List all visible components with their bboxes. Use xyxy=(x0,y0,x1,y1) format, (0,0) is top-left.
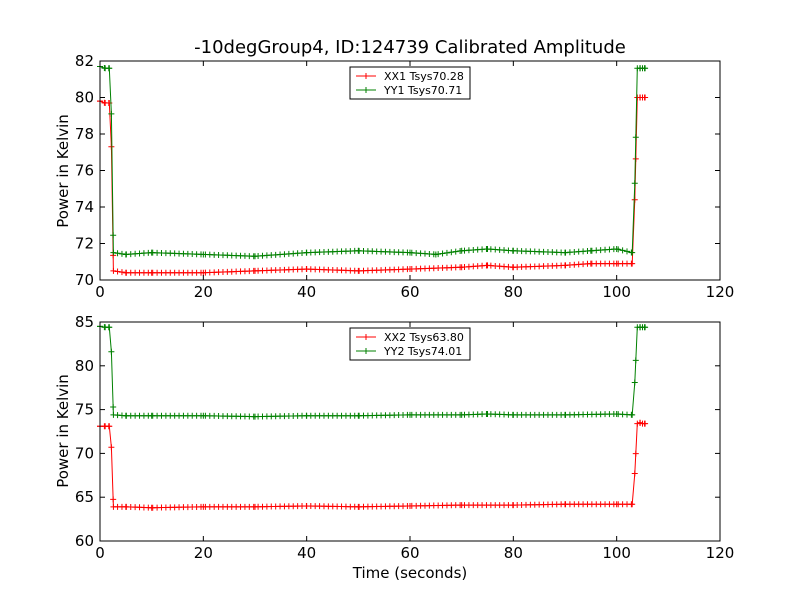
data-marker xyxy=(435,251,442,258)
legend-label: XX1 Tsys70.28 xyxy=(384,70,464,83)
legend-box xyxy=(349,66,471,100)
legend-label: YY2 Tsys74.01 xyxy=(383,345,462,358)
x-tick-label: 60 xyxy=(400,544,419,562)
data-marker xyxy=(632,134,639,141)
y-tick-label: 70 xyxy=(75,444,94,462)
series-markers xyxy=(97,94,649,276)
data-marker xyxy=(615,246,622,253)
y-tick-label: 75 xyxy=(75,401,94,419)
data-marker xyxy=(118,269,125,276)
top-y-axis-label: Power in Kelvin xyxy=(54,114,72,228)
data-marker xyxy=(619,247,626,254)
y-tick-label: 76 xyxy=(75,162,94,180)
data-marker xyxy=(628,501,635,508)
series-markers xyxy=(97,323,649,420)
x-tick-label: 20 xyxy=(194,544,213,562)
legend-marker xyxy=(363,334,369,340)
data-marker xyxy=(624,248,630,255)
data-marker xyxy=(105,423,112,430)
data-marker xyxy=(641,324,648,331)
data-marker xyxy=(637,419,644,426)
data-marker xyxy=(110,249,117,256)
bottom-y-axis-label: Power in Kelvin xyxy=(54,374,72,488)
x-tick-label: 120 xyxy=(706,544,735,562)
legend-marker xyxy=(363,73,369,79)
series-line xyxy=(100,422,646,509)
data-marker xyxy=(114,250,121,257)
data-marker xyxy=(641,94,648,101)
legend-marker xyxy=(363,348,369,354)
data-marker xyxy=(641,65,648,72)
y-tick-label: 80 xyxy=(75,357,94,375)
data-marker xyxy=(108,444,115,451)
top-subplot: 0 20 40 60 80 100 120 70 72 74 76 78 80 82 XX1 Tsys70.… xyxy=(75,52,734,301)
data-marker xyxy=(632,357,639,364)
series-0-0 xyxy=(97,94,649,276)
data-marker xyxy=(634,420,641,427)
series-markers xyxy=(97,419,649,511)
x-tick-label: 0 xyxy=(95,283,105,301)
x-tick-label: 80 xyxy=(504,544,523,562)
data-marker xyxy=(110,403,117,410)
legend-label: YY1 Tsys70.71 xyxy=(383,84,462,97)
data-marker xyxy=(108,348,115,355)
x-axis-label: Time (seconds) xyxy=(352,564,468,582)
y-tick-label: 60 xyxy=(75,532,94,550)
y-tick-label: 65 xyxy=(75,488,94,506)
data-marker xyxy=(631,379,638,386)
legend-label: XX2 Tsys63.80 xyxy=(384,331,464,344)
x-tick-label: 100 xyxy=(602,544,631,562)
data-marker xyxy=(110,267,117,274)
data-marker xyxy=(118,250,125,257)
data-marker xyxy=(631,470,638,477)
x-tick-label: 60 xyxy=(400,283,419,301)
data-marker xyxy=(110,496,117,503)
x-tick-label: 100 xyxy=(602,283,631,301)
x-tick-label: 40 xyxy=(297,544,316,562)
data-marker xyxy=(641,420,648,427)
data-marker xyxy=(628,249,635,256)
data-marker xyxy=(439,250,446,257)
y-tick-label: 80 xyxy=(75,89,94,107)
y-tick-label: 72 xyxy=(75,235,94,253)
data-marker xyxy=(628,260,635,267)
y-tick-label: 85 xyxy=(75,313,94,331)
bottom-subplot: 0 20 40 60 80 100 120 60 65 70 75 80 85 XX2 Tsys63.80… xyxy=(75,313,734,562)
chart-title: -10degGroup4, ID:124739 Calibrated Ampli… xyxy=(194,37,626,58)
legend-box xyxy=(349,327,471,361)
y-tick-label: 82 xyxy=(75,52,94,70)
legend-marker xyxy=(363,87,369,93)
data-marker xyxy=(105,324,112,331)
data-marker xyxy=(114,268,121,275)
y-tick-label: 70 xyxy=(75,271,94,289)
data-marker xyxy=(632,450,639,457)
data-marker xyxy=(110,232,117,239)
x-tick-label: 40 xyxy=(297,283,316,301)
x-tick-label: 80 xyxy=(504,283,523,301)
series-0-1 xyxy=(97,63,649,260)
series-1-1 xyxy=(97,323,649,420)
data-marker xyxy=(108,110,115,117)
series-markers xyxy=(97,63,649,260)
x-tick-label: 20 xyxy=(194,283,213,301)
x-tick-label: 120 xyxy=(706,283,735,301)
data-marker xyxy=(448,249,455,256)
data-marker xyxy=(452,248,459,255)
series-line xyxy=(99,97,646,274)
data-marker xyxy=(628,411,635,418)
data-marker xyxy=(631,180,638,187)
series-1-0 xyxy=(97,419,649,511)
y-tick-label: 74 xyxy=(75,198,94,216)
data-marker xyxy=(443,249,450,256)
x-tick-label: 0 xyxy=(95,544,105,562)
y-tick-label: 78 xyxy=(75,125,94,143)
data-marker xyxy=(105,65,112,72)
